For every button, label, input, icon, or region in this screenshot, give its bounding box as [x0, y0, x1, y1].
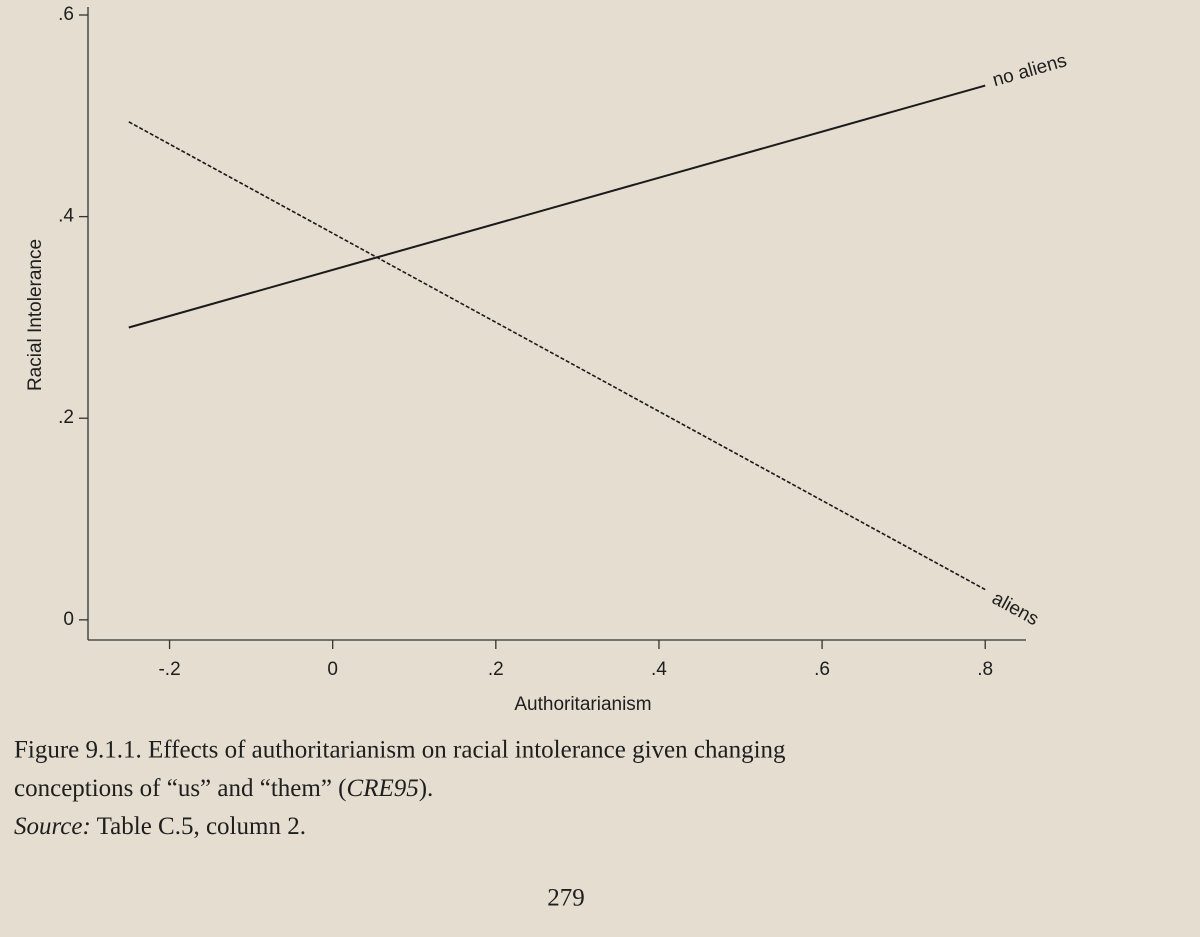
caption-text: conceptions of “us” and “them” ( [14, 775, 347, 802]
y-tick-label: .4 [58, 206, 74, 227]
y-tick-label: .2 [58, 407, 74, 428]
caption-text: ). [419, 775, 434, 802]
x-tick-label: .2 [488, 659, 504, 680]
source-text: Table C.5, column 2. [91, 813, 306, 840]
x-tick-label: .6 [814, 659, 830, 680]
caption-line: conceptions of “us” and “them” (CRE95). [14, 775, 433, 802]
y-tick-label: .6 [58, 4, 74, 25]
x-tick-label: 0 [327, 659, 338, 680]
x-axis-label: Authoritarianism [514, 694, 651, 715]
series-line [128, 84, 986, 329]
y-tick-label: 0 [63, 609, 74, 630]
page-number: 279 [547, 885, 585, 912]
series-line [128, 121, 986, 591]
caption-text: CRE95 [347, 775, 419, 802]
caption-line: Figure 9.1.1. Effects of authoritarianis… [14, 737, 786, 764]
x-tick-label: -.2 [158, 659, 180, 680]
caption-source: Source: Table C.5, column 2. [14, 813, 306, 840]
x-tick-label: .4 [651, 659, 667, 680]
y-axis-label: Racial Intolerance [25, 239, 46, 391]
source-label: Source: [14, 813, 91, 840]
x-tick-label: .8 [977, 659, 993, 680]
